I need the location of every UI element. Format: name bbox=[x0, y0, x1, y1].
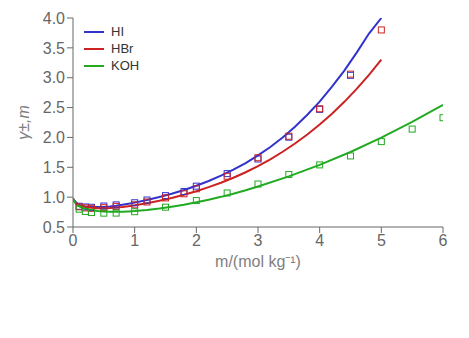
svg-text:4.0: 4.0 bbox=[43, 10, 65, 27]
svg-text:2: 2 bbox=[192, 232, 201, 249]
html-text:KOH: KOH bbox=[111, 58, 140, 73]
svg-text:4: 4 bbox=[315, 232, 324, 249]
svg-text:3.0: 3.0 bbox=[43, 69, 65, 86]
svg-text:2.5: 2.5 bbox=[43, 99, 65, 116]
html-text:HI: HI bbox=[111, 24, 124, 39]
svg-text:3.5: 3.5 bbox=[43, 40, 65, 57]
svg-text:1.5: 1.5 bbox=[43, 159, 65, 176]
svg-text:0: 0 bbox=[69, 232, 78, 249]
svg-text:1.0: 1.0 bbox=[43, 189, 65, 206]
svg-text:m/(mol kg⁻¹): m/(mol kg⁻¹) bbox=[215, 253, 301, 270]
svg-text:5: 5 bbox=[377, 232, 386, 249]
svg-text:2.0: 2.0 bbox=[43, 129, 65, 146]
svg-text:3: 3 bbox=[254, 232, 263, 249]
svg-text:6: 6 bbox=[439, 232, 448, 249]
html-text:HBr: HBr bbox=[111, 41, 134, 56]
svg-text:γ±,m: γ±,m bbox=[15, 105, 32, 140]
svg-text:1: 1 bbox=[130, 232, 139, 249]
svg-text:0.5: 0.5 bbox=[43, 219, 65, 236]
